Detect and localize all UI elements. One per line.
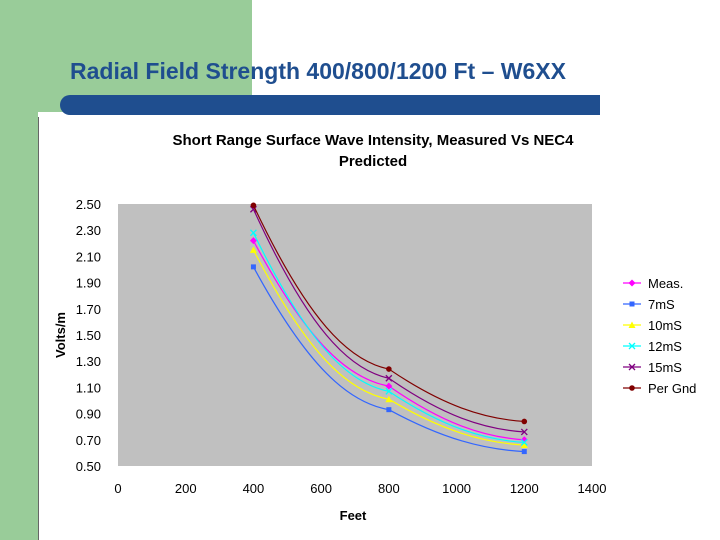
data-point (521, 418, 528, 425)
legend-item: 12mS (623, 339, 682, 354)
x-tick-label: 1400 (578, 481, 607, 496)
legend-label: 7mS (648, 297, 675, 312)
legend-swatch-marker (628, 321, 636, 328)
data-point (249, 246, 257, 253)
chart-frame: Short Range Surface Wave Intensity, Meas… (38, 117, 720, 540)
series-1 (250, 264, 527, 455)
data-point (250, 264, 256, 270)
x-tick-label: 600 (310, 481, 332, 496)
y-tick-label: 2.30 (76, 223, 101, 238)
legend-swatch-marker (628, 363, 636, 371)
y-tick-label: 1.50 (76, 328, 101, 343)
legend-label: 15mS (648, 360, 682, 375)
x-tick-label: 400 (243, 481, 265, 496)
legend: Meas. 7mS 10mS 12mS 15mS Per Gnd (623, 276, 696, 396)
y-tick-label: 1.30 (76, 354, 101, 369)
legend-label: Per Gnd (648, 381, 696, 396)
y-tick-label: 0.50 (76, 459, 101, 474)
y-tick-label: 0.90 (76, 407, 101, 422)
data-point (520, 438, 528, 446)
slide-title: Radial Field Strength 400/800/1200 Ft – … (70, 58, 566, 84)
data-point (385, 382, 393, 390)
legend-swatch-marker (628, 279, 636, 287)
x-tick-labels: 0 200 400 600 800 1000 1200 1400 (114, 481, 606, 496)
legend-label: 10mS (648, 318, 682, 333)
chart: Short Range Surface Wave Intensity, Meas… (53, 132, 696, 523)
legend-item: 10mS (623, 318, 682, 333)
x-tick-label: 1000 (442, 481, 471, 496)
green-accent-strip (0, 112, 38, 540)
x-tick-label: 0 (114, 481, 121, 496)
y-tick-label: 1.90 (76, 276, 101, 291)
series-group (249, 202, 528, 455)
data-point (520, 428, 528, 436)
data-point (250, 202, 257, 209)
y-axis-label: Volts/m (53, 312, 68, 358)
y-tick-label: 2.10 (76, 249, 101, 264)
data-point (521, 449, 527, 455)
data-point (385, 387, 393, 395)
y-tick-label: 2.50 (76, 197, 101, 212)
data-point (386, 407, 392, 413)
series-2 (249, 246, 528, 449)
x-tick-label: 1200 (510, 481, 539, 496)
data-point (385, 374, 393, 382)
data-point (385, 395, 393, 403)
chart-title-line-1: Short Range Surface Wave Intensity, Meas… (173, 132, 575, 149)
x-tick-label: 800 (378, 481, 400, 496)
legend-label: Meas. (648, 276, 683, 291)
green-accent-block (0, 0, 252, 112)
legend-item: 7mS (623, 297, 675, 312)
title-underline-bar (60, 95, 600, 115)
plot-area (118, 204, 592, 466)
chart-title-line-2: Predicted (339, 153, 407, 170)
legend-label: 12mS (648, 339, 682, 354)
x-axis-label: Feet (340, 508, 367, 523)
legend-item: Per Gnd (623, 381, 696, 396)
series-0 (249, 237, 528, 444)
series-3 (249, 229, 528, 446)
y-tick-labels: 2.50 2.30 2.10 1.90 1.70 1.50 1.30 1.10 0.90 0.70… (76, 197, 101, 474)
x-tick-label: 200 (175, 481, 197, 496)
legend-swatch-marker (629, 301, 635, 307)
series-line (252, 205, 525, 423)
legend-swatch-marker (628, 342, 636, 350)
y-tick-label: 0.70 (76, 433, 101, 448)
legend-item: 15mS (623, 360, 682, 375)
data-point (386, 366, 392, 372)
y-tick-label: 1.70 (76, 302, 101, 317)
data-point (520, 441, 528, 449)
legend-item: Meas. (623, 276, 683, 291)
legend-swatch-marker (629, 385, 635, 391)
y-tick-label: 1.10 (76, 380, 101, 395)
series-line (252, 208, 525, 433)
data-point (249, 237, 257, 245)
series-5 (250, 202, 528, 425)
data-point (249, 229, 257, 237)
